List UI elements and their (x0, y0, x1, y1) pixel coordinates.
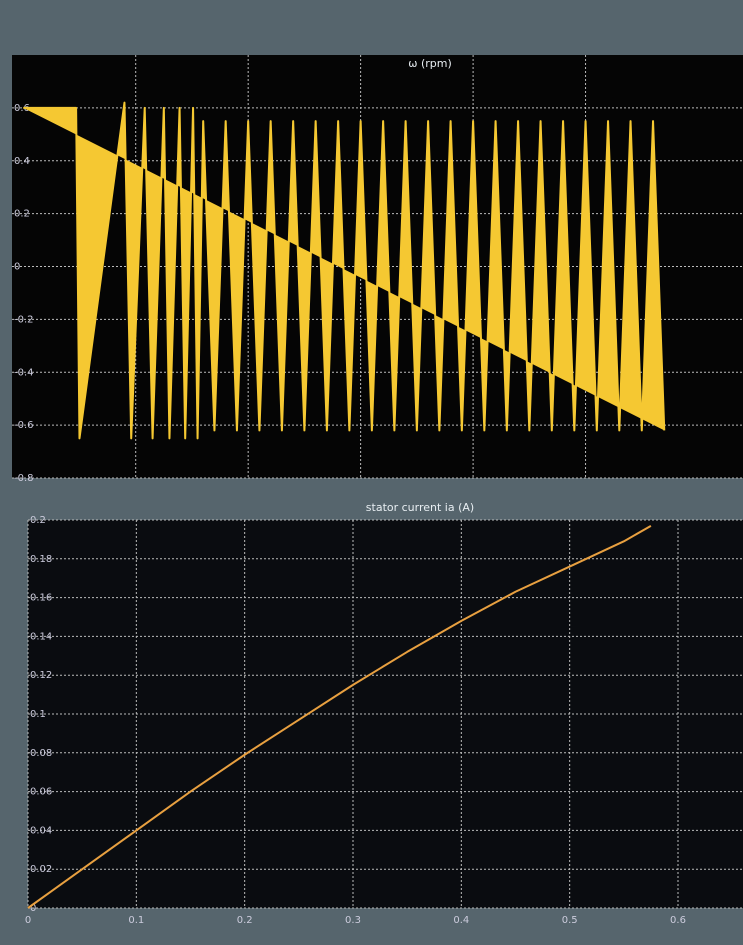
y-tick-label: -0.6 (14, 420, 34, 431)
y-tick-label: 0.04 (30, 825, 52, 836)
y-tick-label: -0.2 (14, 314, 34, 325)
y-tick-label: 0.14 (30, 631, 52, 642)
x-tick-label: 0 (25, 915, 31, 926)
y-tick-label: 0 (14, 262, 20, 273)
y-tick-label: 0.2 (30, 515, 46, 526)
y-tick-label: 0.08 (30, 748, 52, 759)
x-tick-label: 0.3 (345, 915, 361, 926)
scope-window: ω (rpm) stator current ia (A) -0.8 -0.6 -0… (0, 0, 743, 945)
x-tick-label: 0.4 (453, 915, 469, 926)
y-tick-label: 0.12 (30, 670, 52, 681)
chart-title: stator current ia (A) (366, 501, 474, 514)
x-tick-label: 0.1 (128, 915, 144, 926)
chart-title: ω (rpm) (408, 57, 452, 70)
y-tick-label: 0.4 (14, 156, 30, 167)
y-tick-label: 0.18 (30, 554, 52, 565)
y-tick-label: 0.02 (30, 864, 52, 875)
x-tick-label: 0.5 (562, 915, 578, 926)
y-tick-label: -0.4 (14, 367, 34, 378)
y-tick-label: -0.8 (14, 473, 34, 484)
y-tick-label: 0.06 (30, 787, 52, 798)
x-tick-label: 0.6 (670, 915, 686, 926)
x-tick-label: 0.2 (237, 915, 253, 926)
page: {"chart_data":[ {"type":"line","title":"… (0, 0, 743, 945)
y-tick-label: 0.1 (30, 709, 46, 720)
y-tick-label: 0.2 (14, 209, 30, 220)
y-tick-label: 0.16 (30, 593, 52, 604)
